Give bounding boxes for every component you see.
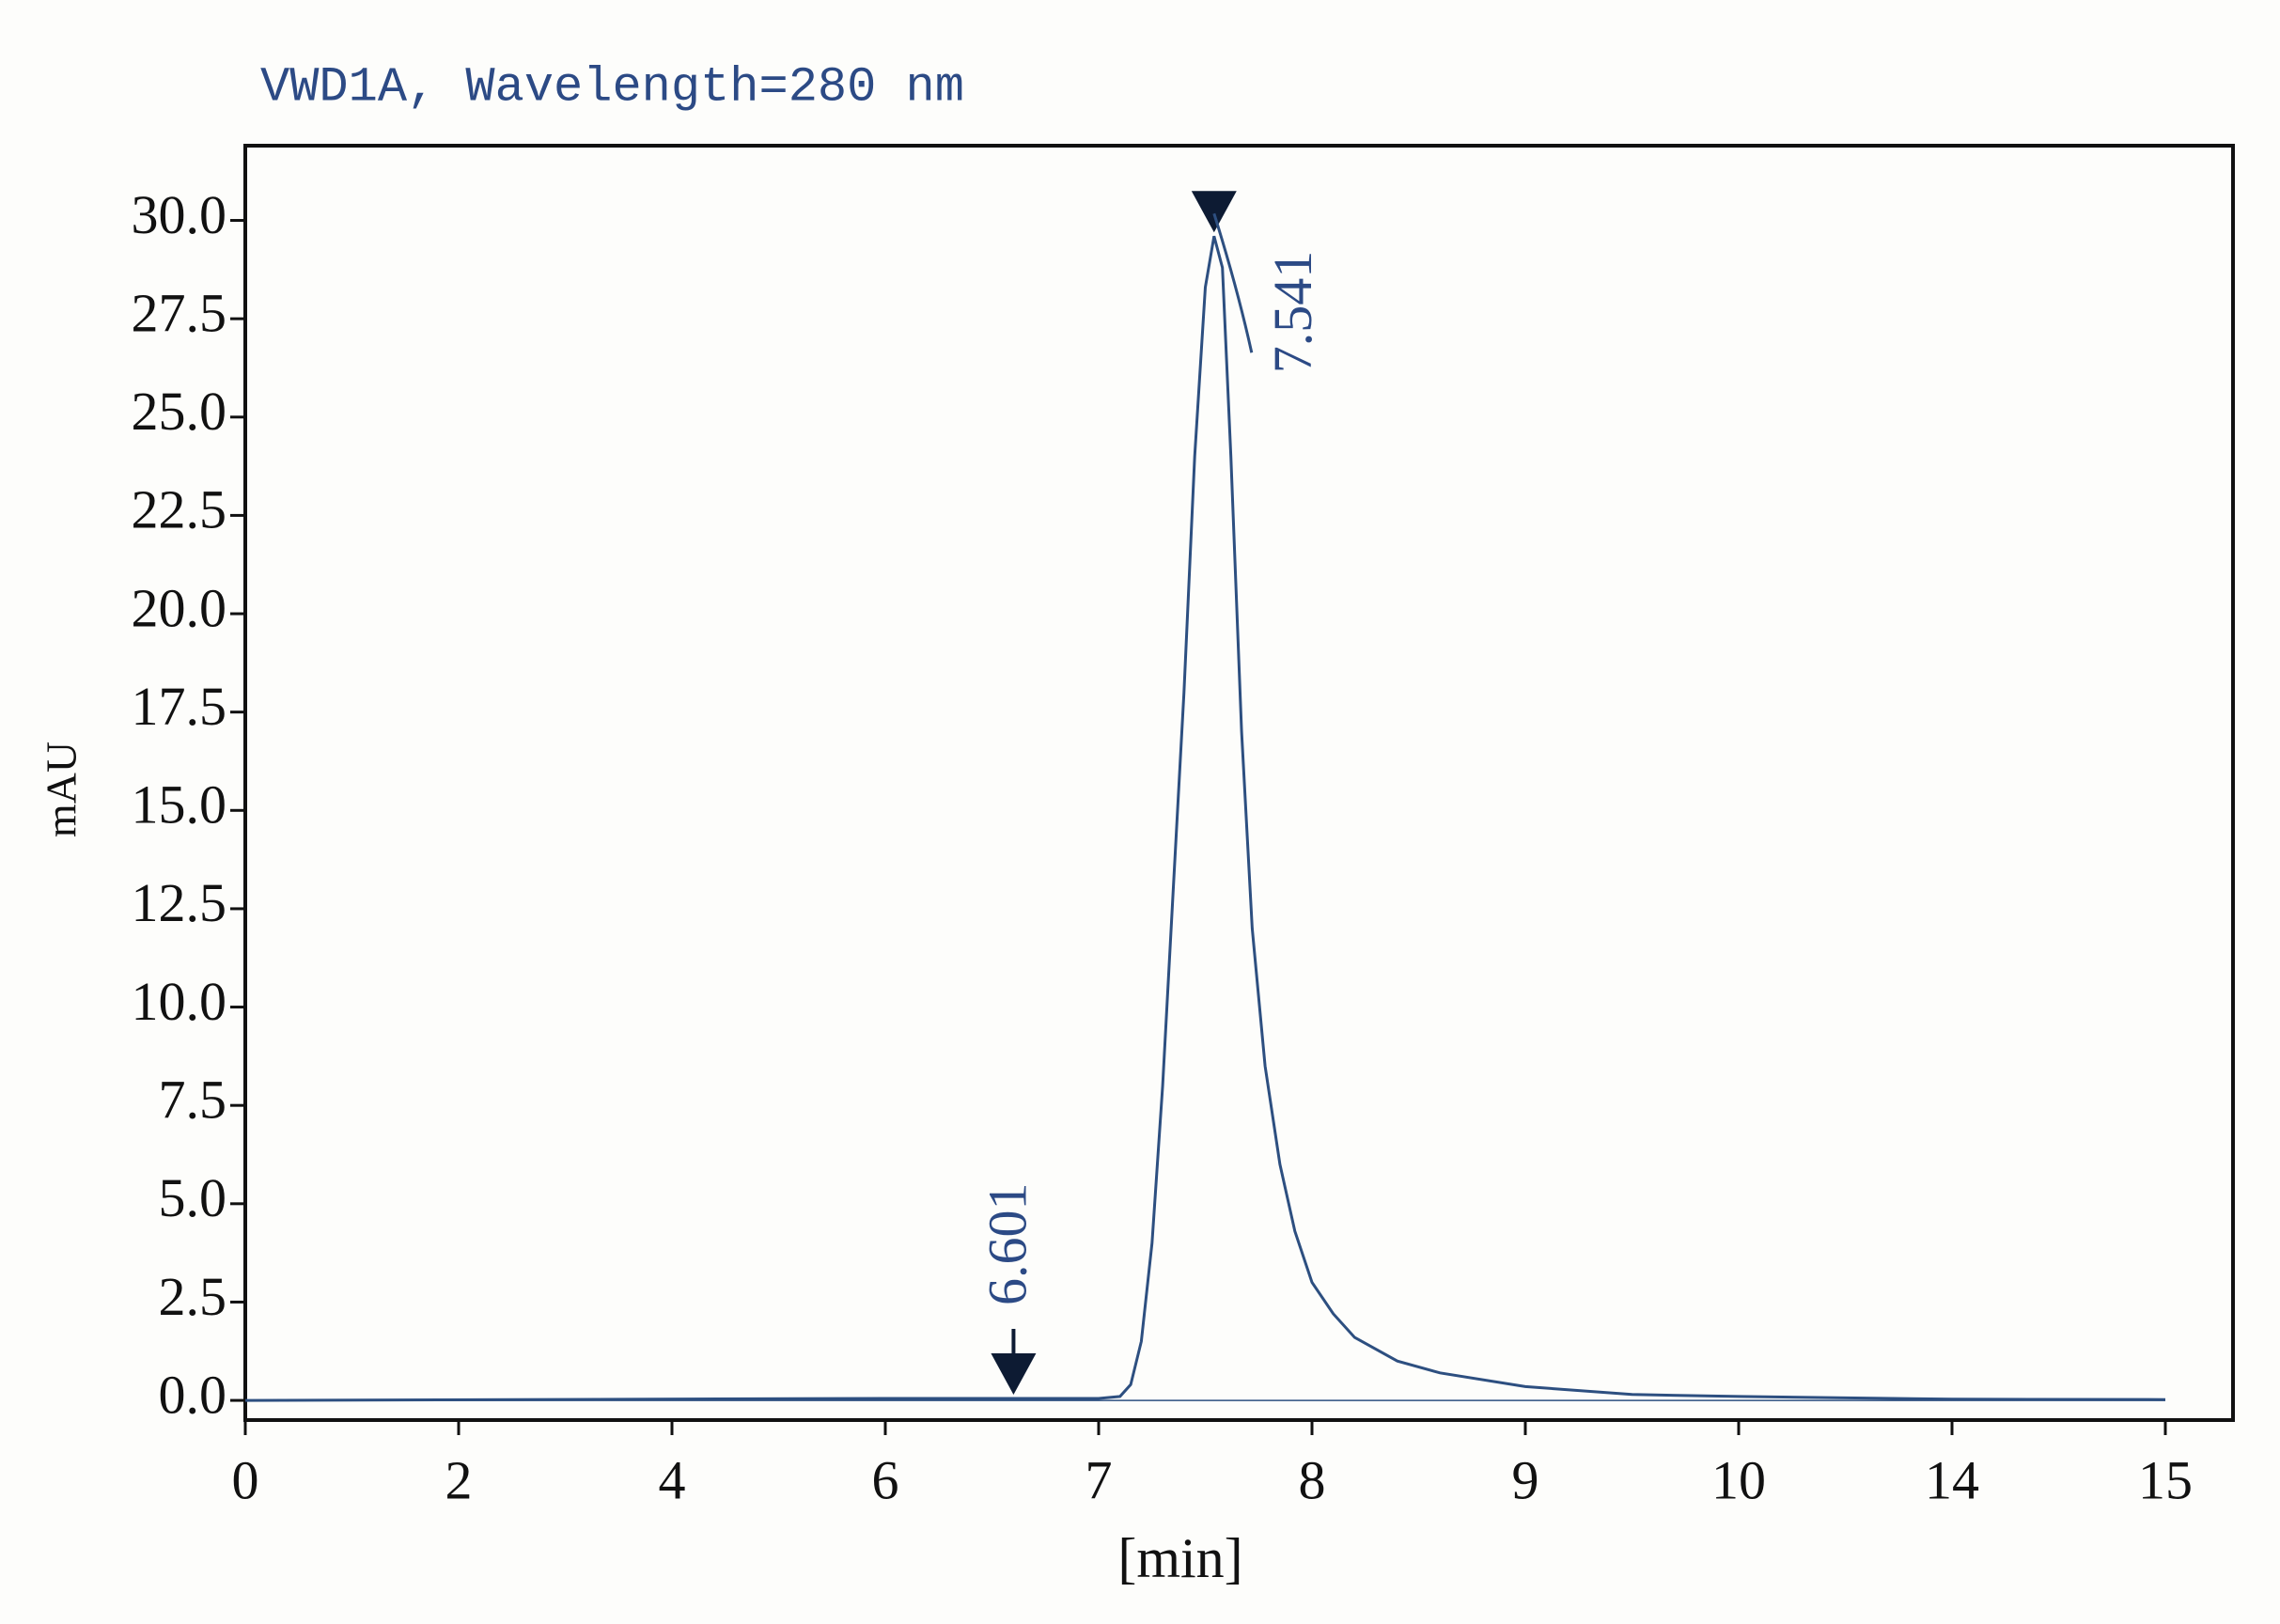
- x-axis-label: [min]: [1117, 1527, 1242, 1589]
- y-tick-label: 7.5: [159, 1069, 227, 1130]
- x-tick-label: 0: [232, 1449, 259, 1510]
- x-tick-label: 9: [1512, 1449, 1539, 1510]
- y-tick-label: 0.0: [159, 1364, 227, 1425]
- peak-marker: [1191, 191, 1237, 233]
- y-tick-label: 25.0: [132, 381, 227, 442]
- x-tick-label: 15: [2138, 1449, 2193, 1510]
- peak-label: 6.601: [977, 1182, 1038, 1305]
- chart-title: VWD1A, Wavelength=280 nm: [260, 60, 964, 116]
- x-tick-label: 6: [872, 1449, 899, 1510]
- peak-label: 7.541: [1262, 251, 1323, 374]
- y-tick-label: 5.0: [159, 1167, 227, 1228]
- x-tick-label: 10: [1711, 1449, 1766, 1510]
- x-tick-label: 2: [445, 1449, 473, 1510]
- x-tick-label: 8: [1299, 1449, 1326, 1510]
- marker-tick: [1212, 212, 1254, 353]
- signal-line: [244, 235, 2166, 1402]
- y-tick-label: 20.0: [132, 577, 227, 638]
- y-tick-label: 12.5: [132, 872, 227, 933]
- y-tick-label: 22.5: [132, 479, 227, 540]
- y-tick-label: 30.0: [132, 184, 227, 245]
- y-tick-label: 27.5: [132, 282, 227, 343]
- y-tick-label: 10.0: [132, 971, 227, 1032]
- x-tick-label: 4: [659, 1449, 686, 1510]
- peak-marker: [991, 1352, 1037, 1395]
- x-tick-label: 7: [1085, 1449, 1113, 1510]
- x-tick-label: 14: [1925, 1449, 1979, 1510]
- y-tick-label: 15.0: [132, 774, 227, 835]
- y-tick-label: 2.5: [159, 1266, 227, 1327]
- y-axis-label: mAU: [38, 742, 86, 837]
- plot-frame: [243, 144, 2235, 1422]
- y-tick-label: 17.5: [132, 676, 227, 737]
